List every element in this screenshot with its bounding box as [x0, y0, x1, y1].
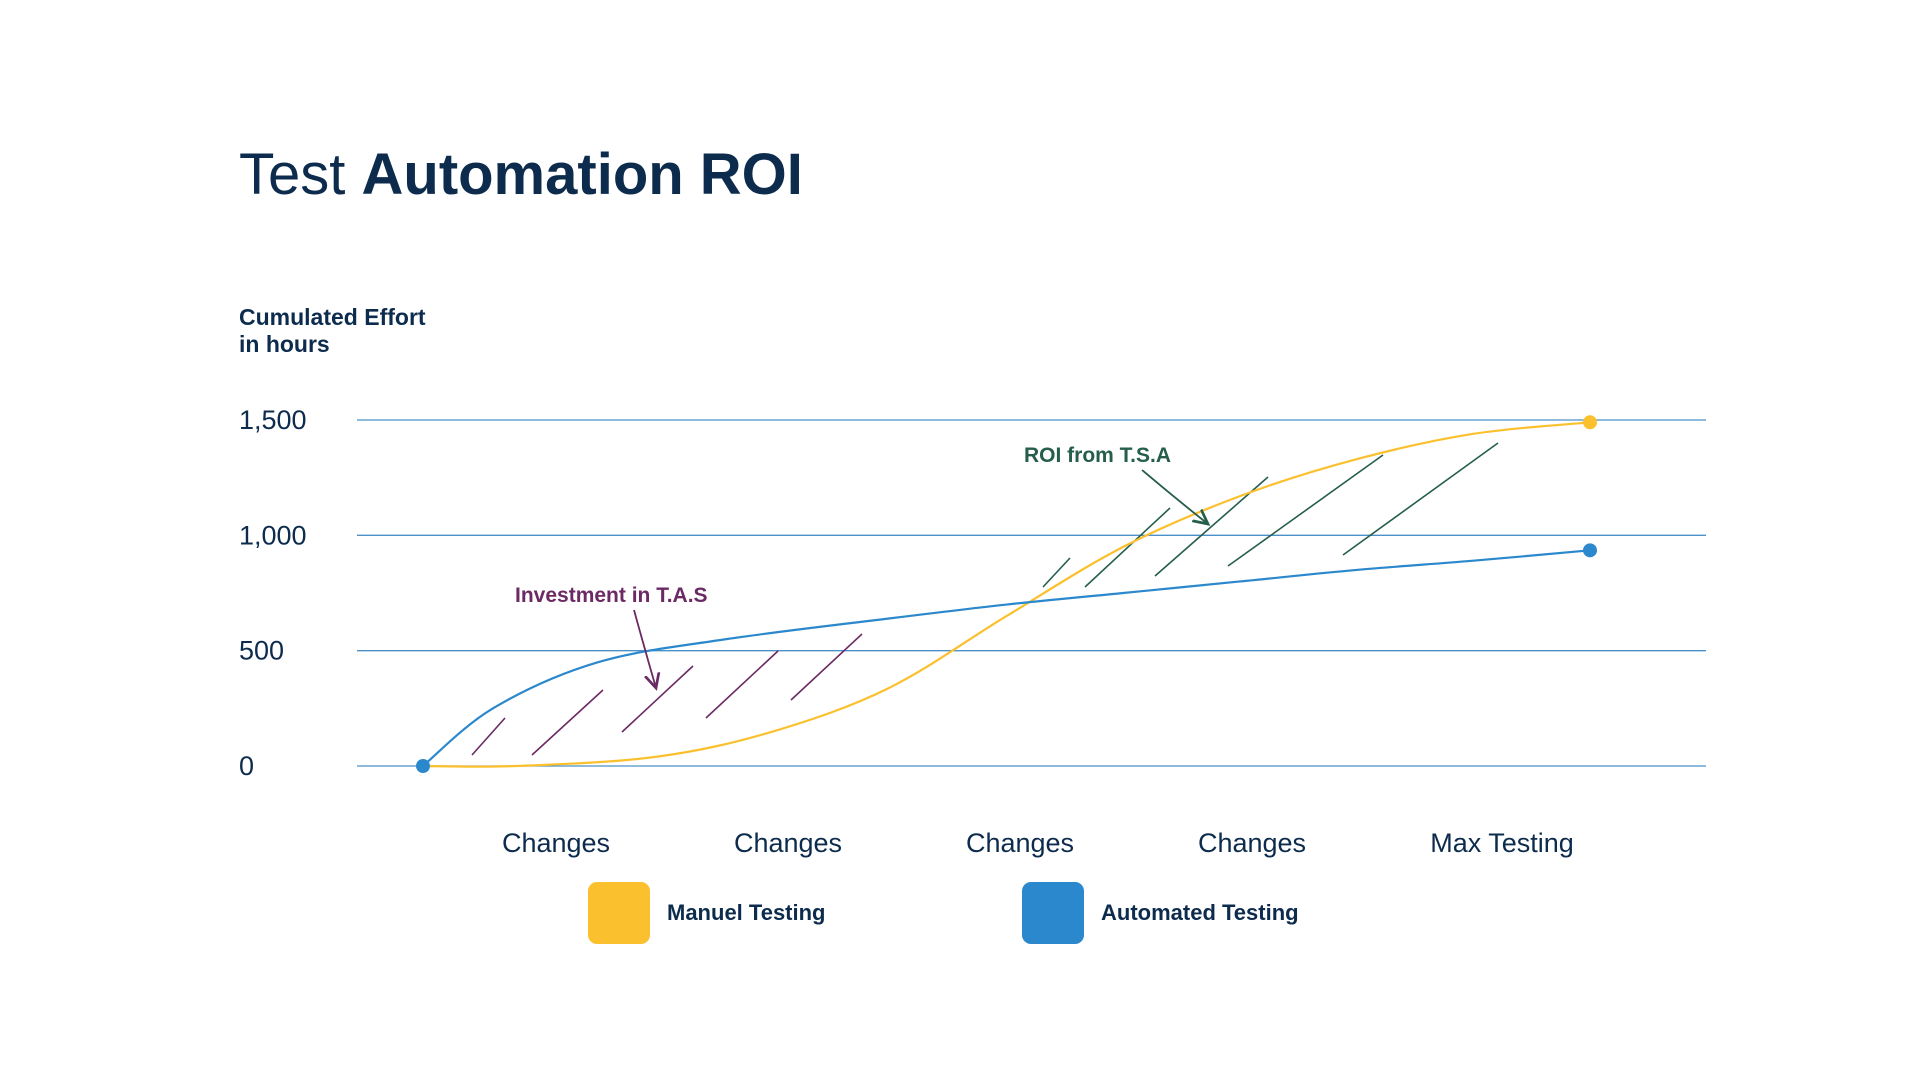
hatch-mark: [705, 650, 779, 719]
annotations: Investment in T.A.S ROI from T.S.A: [515, 444, 1208, 688]
y-tick-label: 1,500: [239, 405, 307, 435]
end-point-manual: [1583, 415, 1597, 430]
annotation-investment-arrow: [633, 609, 656, 688]
x-tick-label: Changes: [1198, 828, 1306, 858]
y-axis-label: Cumulated Effort in hours: [239, 304, 539, 358]
series-line-manual-testing: [422, 421, 1591, 768]
x-tick-label: Max Testing: [1430, 828, 1574, 858]
hatch-mark: [471, 717, 506, 756]
hatch-mark: [1342, 442, 1499, 556]
x-tick-label: Changes: [502, 828, 610, 858]
title-bold-part: Automation ROI: [361, 142, 803, 207]
y-tick-label: 1,000: [239, 520, 307, 550]
x-tick-label: Changes: [734, 828, 842, 858]
series-lines: [416, 415, 1597, 773]
hatch-mark: [531, 689, 604, 756]
y-tick-labels: 0 500 1,000 1,500: [239, 405, 307, 781]
end-point-automated: [1583, 543, 1597, 558]
chart-title: Test Automation ROI: [239, 140, 803, 210]
legend-label-manual: Manuel Testing: [667, 900, 826, 925]
start-point-marker: [416, 759, 430, 773]
y-tick-label: 0: [239, 751, 254, 781]
hatch-mark: [1042, 557, 1071, 588]
legend-swatch-manual: [588, 882, 650, 944]
annotation-investment: Investment in T.A.S: [515, 584, 708, 607]
hatch-mark: [1084, 507, 1171, 588]
legend-swatch-automated: [1022, 882, 1084, 944]
legend-item-automated-testing: Automated Testing: [1022, 882, 1299, 944]
hatch-mark: [1227, 454, 1384, 567]
y-axis-label-line-2: in hours: [239, 331, 330, 357]
title-light-part: Test: [239, 142, 346, 207]
annotation-roi-arrow: [1141, 469, 1208, 524]
y-tick-label: 500: [239, 636, 284, 666]
x-tick-label: Changes: [966, 828, 1074, 858]
hatch-mark: [790, 633, 863, 701]
legend-label-automated: Automated Testing: [1101, 900, 1299, 925]
annotation-roi: ROI from T.S.A: [1024, 444, 1171, 467]
legend-item-manual-testing: Manuel Testing: [588, 882, 826, 944]
x-tick-labels: Changes Changes Changes Changes Max Testing: [502, 828, 1574, 858]
hatch-marks: [471, 442, 1499, 756]
series-line-automated-testing: [422, 549, 1591, 767]
y-axis-label-line-1: Cumulated Effort: [239, 304, 426, 330]
hatch-mark: [621, 665, 694, 733]
grid-lines: [357, 419, 1706, 767]
